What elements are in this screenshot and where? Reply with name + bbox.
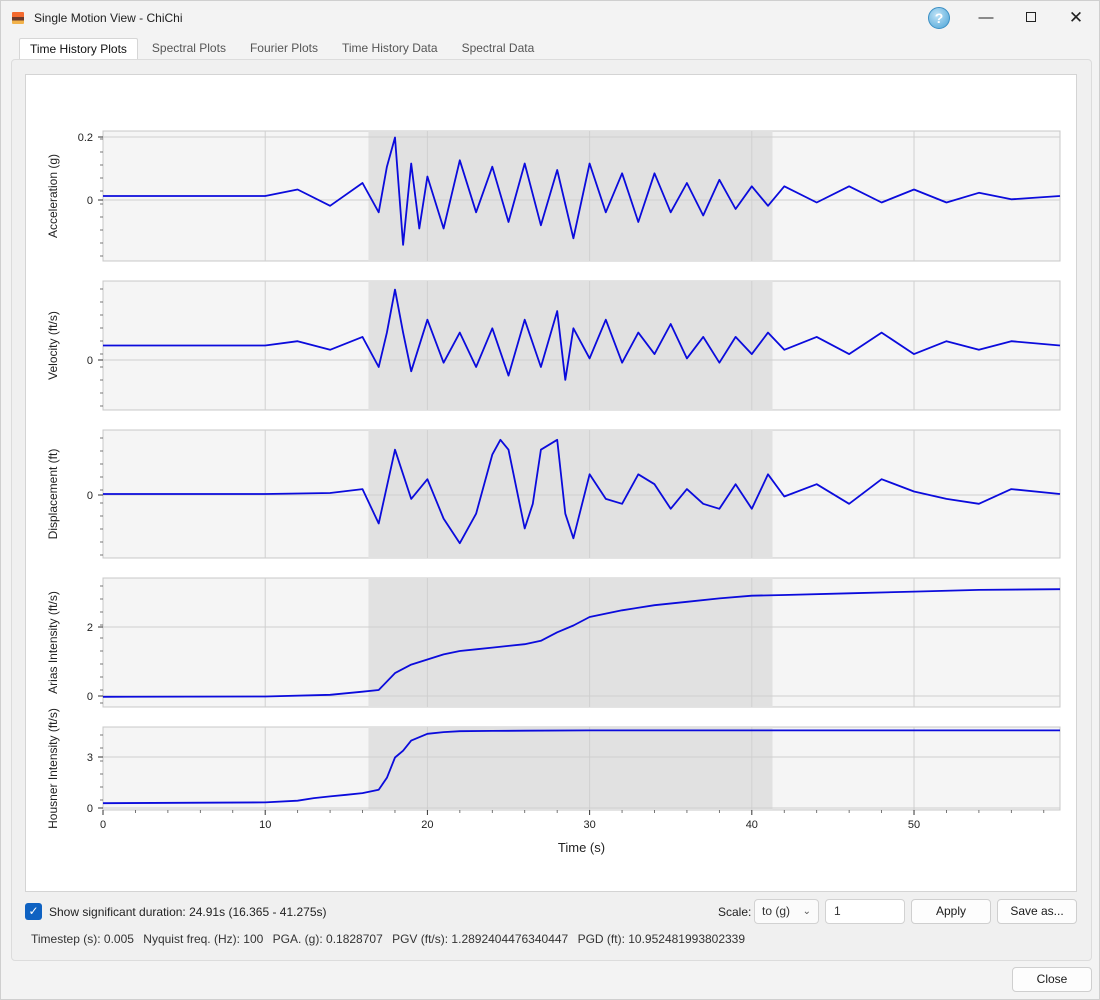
y-tick-label: 3 bbox=[87, 752, 93, 764]
chart-panel-2: 0 Velocity (ft/s) bbox=[46, 280, 1061, 411]
series-line bbox=[103, 136, 1061, 246]
close-button[interactable]: Close bbox=[1012, 967, 1092, 992]
chevron-down-icon: ⌄ bbox=[802, 906, 811, 917]
tab-spectral-data[interactable]: Spectral Data bbox=[461, 41, 535, 55]
scale-select-value: to (g) bbox=[762, 904, 791, 918]
significant-duration-band bbox=[368, 578, 773, 707]
x-tick-label: 50 bbox=[908, 819, 920, 831]
y-tick-label: 0 bbox=[87, 195, 93, 207]
x-tick-label: 30 bbox=[583, 819, 595, 831]
series-line bbox=[102, 729, 1060, 805]
y-tick-label: 0 bbox=[87, 490, 93, 502]
scale-value-input[interactable]: 1 bbox=[825, 899, 905, 924]
tab-fourier-plots[interactable]: Fourier Plots bbox=[249, 41, 318, 55]
x-tick-label: 40 bbox=[746, 819, 758, 831]
time-history-charts: 0.2 0 Acceleration (g) 0 Velocity (ft/s) 0 Dis… bbox=[46, 130, 1061, 855]
x-tick-label: 10 bbox=[259, 819, 271, 831]
pgd-text: PGD (ft): 10.952481993802339 bbox=[577, 932, 746, 946]
y-axis-label: Housner Intensity (ft/s) bbox=[46, 708, 60, 829]
chart-panel-1: 0.2 0 Acceleration (g) bbox=[46, 130, 1061, 262]
maximize-button[interactable] bbox=[1011, 7, 1051, 29]
show-sig-duration-label: Show significant duration: 24.91s (16.36… bbox=[49, 905, 327, 919]
status-line: Timestep (s): 0.005 Nyquist freq. (Hz): … bbox=[31, 932, 751, 946]
pga-text: PGA. (g): 0.1828707 bbox=[272, 932, 383, 946]
y-axis-label: Displacement (ft) bbox=[46, 449, 60, 540]
y-tick-label: 0 bbox=[87, 803, 93, 815]
show-sig-duration-checkbox[interactable]: ✓ bbox=[25, 903, 42, 920]
plot-area: 0.2 0 Acceleration (g) 0 Velocity (ft/s) 0 Dis… bbox=[25, 74, 1077, 892]
chart-panel-3: 0 Displacement (ft) bbox=[46, 429, 1061, 559]
x-tick-label: 0 bbox=[100, 819, 106, 831]
x-axis-label: Time (s) bbox=[558, 840, 605, 855]
nyquist-text: Nyquist freq. (Hz): 100 bbox=[143, 932, 264, 946]
significant-duration-band bbox=[368, 131, 773, 261]
y-axis-label: Velocity (ft/s) bbox=[46, 311, 60, 380]
tab-time-history-data[interactable]: Time History Data bbox=[341, 41, 438, 55]
y-tick-label: 0.2 bbox=[78, 132, 93, 144]
tab-bar: Time History Plots Spectral Plots Fourie… bbox=[19, 38, 548, 60]
y-tick-label: 0 bbox=[87, 355, 93, 367]
series-line bbox=[103, 438, 1061, 545]
window-close-button[interactable]: ✕ bbox=[1068, 8, 1084, 27]
scale-select[interactable]: to (g) ⌄ bbox=[754, 899, 819, 924]
title-bar: Single Motion View - ChiChi ? — ✕ bbox=[1, 1, 1100, 35]
tab-spectral-plots[interactable]: Spectral Plots bbox=[151, 41, 226, 55]
series-line bbox=[103, 288, 1061, 381]
save-as-button[interactable]: Save as... bbox=[997, 899, 1077, 924]
y-tick-label: 2 bbox=[87, 622, 93, 634]
pgv-text: PGV (ft/s): 1.2892404476340447 bbox=[392, 932, 569, 946]
apply-button[interactable]: Apply bbox=[911, 899, 991, 924]
significant-duration-band bbox=[368, 430, 773, 558]
y-axis-label: Arias Intensity (ft/s) bbox=[46, 591, 60, 694]
maximize-icon bbox=[1026, 11, 1036, 22]
series-line bbox=[102, 588, 1061, 698]
tab-time-history-plots[interactable]: Time History Plots bbox=[19, 38, 138, 60]
y-tick-label: 0 bbox=[87, 691, 93, 703]
scale-label: Scale: bbox=[718, 905, 752, 919]
y-axis-label: Acceleration (g) bbox=[46, 154, 60, 238]
window-title: Single Motion View - ChiChi bbox=[34, 11, 183, 25]
app-icon bbox=[12, 12, 24, 24]
timestep-text: Timestep (s): 0.005 bbox=[31, 932, 134, 946]
help-icon[interactable]: ? bbox=[928, 7, 950, 29]
chart-panel-4: 2 0 Arias Intensity (ft/s) bbox=[46, 577, 1061, 708]
x-tick-label: 20 bbox=[421, 819, 433, 831]
minimize-button[interactable]: — bbox=[978, 9, 994, 26]
significant-duration-band bbox=[368, 727, 773, 810]
